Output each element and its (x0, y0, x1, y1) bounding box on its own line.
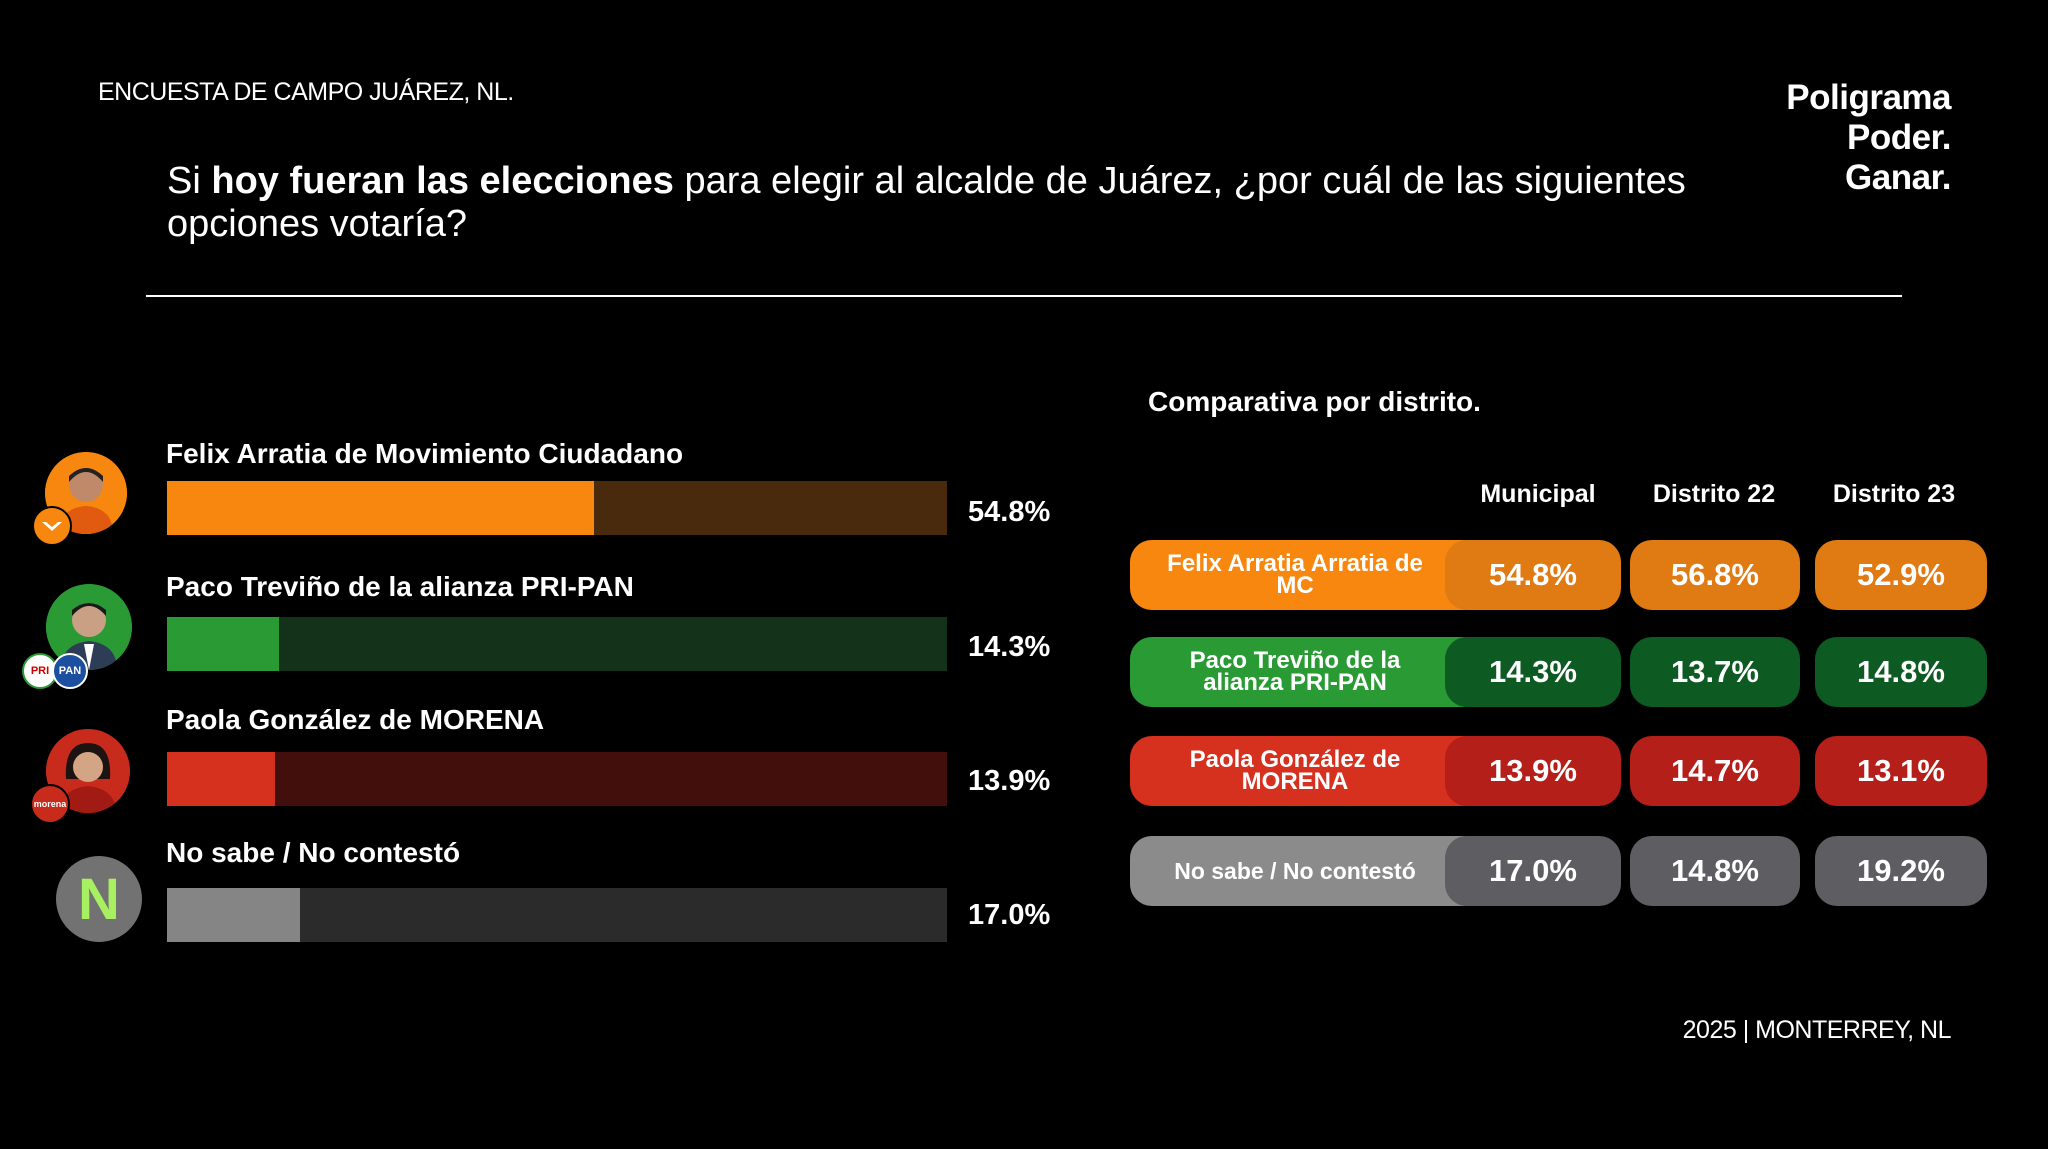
column-header-distrito-23: Distrito 23 (1832, 480, 1956, 508)
table-row-label: No sabe / No contestó (1130, 836, 1485, 906)
no-answer-icon: N (56, 856, 142, 942)
bar-track (167, 752, 947, 806)
table-cell: 14.8% (1815, 637, 1987, 707)
pri-logo-icon: PRI (22, 653, 58, 689)
table-row-label-text: Paola González de MORENA (1189, 746, 1401, 795)
table-row-label-text: No sabe / No contestó (1174, 858, 1416, 884)
divider (146, 295, 1902, 297)
table-cell: 13.7% (1630, 637, 1800, 707)
column-header-distrito-22: Distrito 22 (1652, 480, 1776, 508)
question-post: para elegir al alcalde de Juárez, ¿por c… (167, 160, 1686, 245)
table-cell: 17.0% (1445, 836, 1621, 906)
question-pre: Si (167, 160, 212, 202)
bar-track (167, 481, 947, 535)
bar-label: Felix Arratia de Movimiento Ciudadano (166, 438, 684, 469)
bar-fill (167, 481, 595, 535)
bar-value-label: 13.9% (968, 765, 1051, 797)
no-answer-icon-letter: N (78, 866, 120, 932)
bar-label: Paola González de MORENA (166, 704, 545, 735)
table-cell: 52.9% (1815, 540, 1987, 610)
table-cell: 54.8% (1445, 540, 1621, 610)
bar-label: Paco Treviño de la alianza PRI-PAN (166, 571, 634, 602)
bar-fill (167, 617, 279, 671)
column-header-municipal: Municipal (1480, 480, 1596, 508)
table-cell: 14.3% (1445, 637, 1621, 707)
table-row-label: Felix Arratia Arratia de MC (1130, 540, 1485, 610)
bar-track (167, 888, 947, 942)
brand-logo: Poligrama Poder. Ganar. (1786, 78, 1951, 198)
table-row-label-text: Felix Arratia Arratia de MC (1167, 550, 1423, 599)
question-text: Si hoy fueran las elecciones para elegir… (167, 160, 1727, 246)
bar-fill (167, 888, 300, 942)
footer-location: 2025 | MONTERREY, NL (1682, 1016, 1952, 1044)
table-row-label-text: Paco Treviño de la alianza PRI-PAN (1189, 647, 1401, 696)
brand-line-2: Poder. (1847, 118, 1951, 157)
brand-line-1: Poligrama (1786, 78, 1951, 117)
table-cell: 56.8% (1630, 540, 1800, 610)
comparison-title: Comparativa por distrito. (1148, 386, 1481, 417)
brand-line-3: Ganar. (1845, 158, 1951, 197)
bar-value-label: 17.0% (968, 899, 1051, 931)
table-row-label: Paola González de MORENA (1130, 736, 1485, 806)
bar-track (167, 617, 947, 671)
question-bold: hoy fueran las elecciones (211, 160, 674, 202)
table-row-label: Paco Treviño de la alianza PRI-PAN (1130, 637, 1485, 707)
table-cell: 13.9% (1445, 736, 1621, 806)
table-cell: 14.8% (1630, 836, 1800, 906)
movimiento-ciudadano-logo-icon (32, 506, 72, 546)
table-cell: 14.7% (1630, 736, 1800, 806)
pan-logo-icon: PAN (52, 653, 88, 689)
bar-value-label: 54.8% (968, 496, 1051, 528)
bar-label: No sabe / No contestó (166, 837, 461, 868)
table-cell: 13.1% (1815, 736, 1987, 806)
table-cell: 19.2% (1815, 836, 1987, 906)
survey-header-label: ENCUESTA DE CAMPO JUÁREZ, NL. (98, 78, 514, 106)
morena-logo-icon: morena (30, 784, 70, 824)
candidate-2-avatar (46, 584, 132, 670)
bar-fill (167, 752, 276, 806)
bar-value-label: 14.3% (968, 631, 1051, 663)
